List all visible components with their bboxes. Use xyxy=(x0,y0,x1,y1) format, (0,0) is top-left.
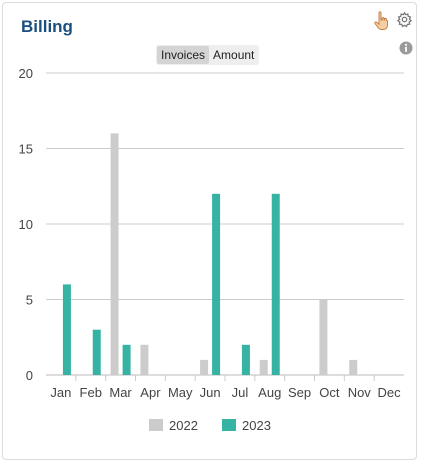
toggle-amount[interactable]: Amount xyxy=(213,48,255,62)
billing-widget: Billing Invoices Amount xyxy=(2,2,417,460)
y-tick-label: 15 xyxy=(19,142,33,157)
x-tick-label: Jun xyxy=(200,385,221,400)
y-tick-label: 20 xyxy=(19,66,33,81)
legend-label-2022[interactable]: 2022 xyxy=(169,418,198,433)
bar-2023-jan[interactable] xyxy=(62,284,71,375)
widget-title: Billing xyxy=(21,17,73,36)
bar-2023-jul[interactable] xyxy=(241,344,250,375)
legend-swatch-2023[interactable] xyxy=(222,419,236,431)
bar-2022-nov[interactable] xyxy=(349,359,358,375)
bar-2022-aug[interactable] xyxy=(259,359,268,375)
y-tick-label: 10 xyxy=(19,217,33,232)
x-tick-label: Aug xyxy=(258,385,281,400)
y-tick-label: 0 xyxy=(26,368,33,383)
x-tick-label: Apr xyxy=(140,385,161,400)
bar-2022-mar[interactable] xyxy=(110,133,119,375)
x-tick-label: Mar xyxy=(109,385,132,400)
bar-2022-apr[interactable] xyxy=(140,344,149,375)
legend-swatch-2022[interactable] xyxy=(149,419,163,431)
x-tick-label: Nov xyxy=(348,385,372,400)
gear-icon[interactable] xyxy=(396,11,413,28)
x-tick-label: Dec xyxy=(378,385,402,400)
bar-2023-mar[interactable] xyxy=(122,344,131,375)
x-tick-label: Jan xyxy=(50,385,71,400)
x-tick-label: Feb xyxy=(80,385,102,400)
bar-2023-feb[interactable] xyxy=(92,329,101,375)
x-tick-label: Oct xyxy=(319,385,340,400)
chart-mode-toggle: Invoices Amount xyxy=(156,45,260,65)
bar-2022-oct[interactable] xyxy=(319,299,328,376)
info-icon[interactable] xyxy=(399,41,413,55)
y-tick-label: 5 xyxy=(26,293,33,308)
bar-2023-jun[interactable] xyxy=(212,193,221,375)
x-tick-label: May xyxy=(168,385,193,400)
hand-pointer-icon[interactable] xyxy=(373,11,389,31)
legend-label-2023[interactable]: 2023 xyxy=(242,418,271,433)
toggle-invoices[interactable]: Invoices xyxy=(157,46,210,64)
bar-2022-jun[interactable] xyxy=(200,359,209,375)
x-tick-label: Sep xyxy=(288,385,311,400)
x-tick-label: Jul xyxy=(232,385,249,400)
bar-2023-aug[interactable] xyxy=(271,193,280,375)
